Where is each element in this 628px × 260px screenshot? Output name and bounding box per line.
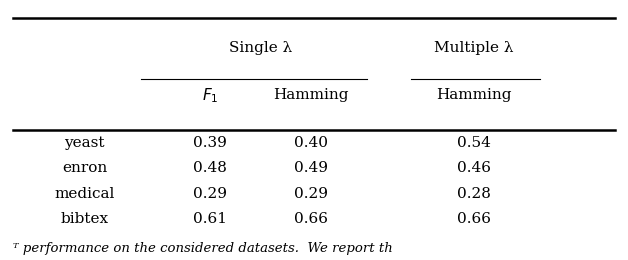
Text: 0.28: 0.28 [457, 187, 491, 201]
Text: enron: enron [62, 161, 107, 175]
Text: 0.49: 0.49 [294, 161, 328, 175]
Text: 0.29: 0.29 [193, 187, 227, 201]
Text: Multiple λ: Multiple λ [435, 41, 514, 55]
Text: Hamming: Hamming [273, 88, 349, 102]
Text: 0.46: 0.46 [457, 161, 491, 175]
Text: ᵀ performance on the considered datasets.  We report th: ᵀ performance on the considered datasets… [13, 242, 392, 255]
Text: Single λ: Single λ [229, 41, 292, 55]
Text: 0.54: 0.54 [457, 136, 491, 150]
Text: 0.66: 0.66 [294, 212, 328, 226]
Text: $F_1$: $F_1$ [202, 86, 219, 105]
Text: yeast: yeast [65, 136, 105, 150]
Text: 0.48: 0.48 [193, 161, 227, 175]
Text: medical: medical [55, 187, 115, 201]
Text: 0.66: 0.66 [457, 212, 491, 226]
Text: 0.29: 0.29 [294, 187, 328, 201]
Text: 0.61: 0.61 [193, 212, 227, 226]
Text: 0.39: 0.39 [193, 136, 227, 150]
Text: 0.40: 0.40 [294, 136, 328, 150]
Text: bibtex: bibtex [61, 212, 109, 226]
Text: Hamming: Hamming [436, 88, 512, 102]
